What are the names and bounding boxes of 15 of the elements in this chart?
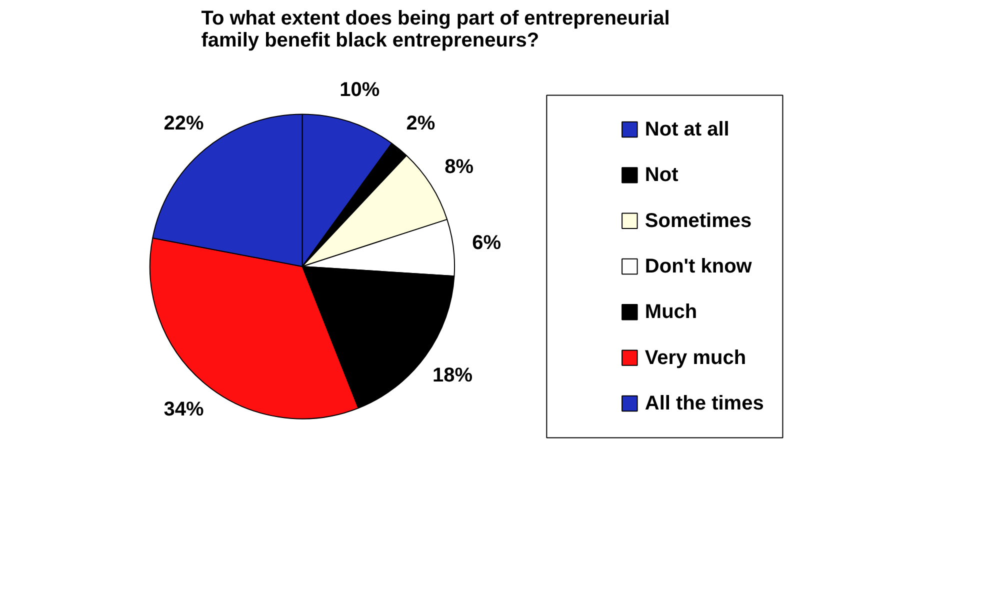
data-label: 22% (164, 112, 204, 134)
legend-label: All the times (644, 392, 764, 414)
legend-label: Much (644, 301, 698, 324)
legend-label: Don't know (644, 256, 752, 278)
legend-label: Not (644, 164, 679, 186)
legend-label: Sometimes (644, 210, 752, 232)
data-label: 34% (164, 398, 204, 421)
chart-title: To what extent does being part of entrepreneurial family benefit black entrepreneurs? (201, 8, 670, 52)
legend-label: Not at all (644, 118, 730, 141)
data-label: 2% (406, 112, 436, 134)
legend-label: Very much (644, 346, 746, 369)
data-label: 10% (340, 78, 380, 101)
data-label: 8% (444, 156, 474, 178)
data-label: 6% (472, 232, 502, 254)
data-label: 18% (432, 364, 473, 387)
